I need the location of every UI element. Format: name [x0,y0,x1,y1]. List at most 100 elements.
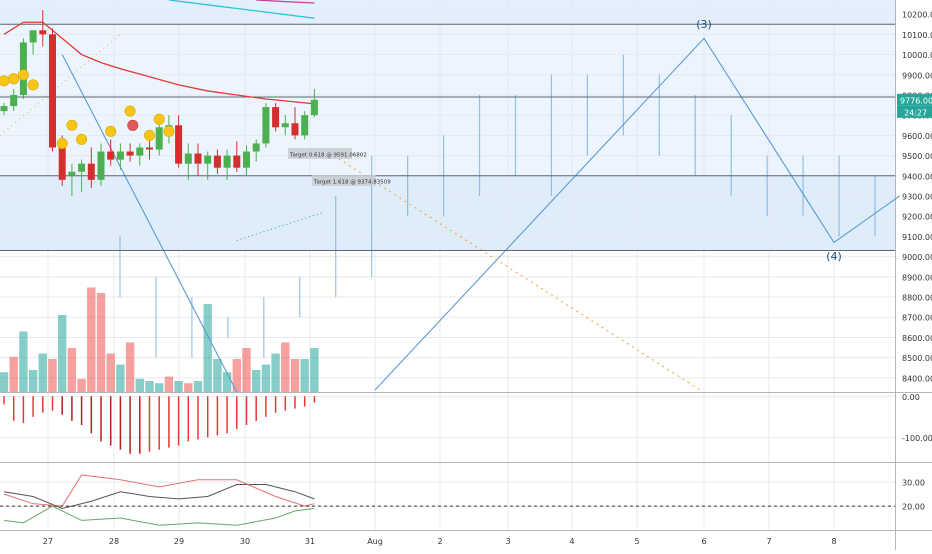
candle-body [184,153,192,164]
projection-dashed-line [333,155,701,391]
volume-bar [145,381,154,392]
volume-bar [67,348,77,392]
target-label-box [288,148,352,159]
candle-body [29,30,37,43]
volume-bar [58,315,67,392]
price-axis-label: 9400.00 [902,172,932,181]
volume-bar [48,359,57,392]
last-price-badge [897,93,932,106]
fractal-marker [76,133,88,145]
volume-bar [9,356,18,392]
volume-bar [203,304,212,392]
volume-bar [106,353,115,392]
elliott-wave-path [374,37,900,391]
dotted-line [236,211,325,241]
minus-di-line [3,505,315,526]
price-axis-label: 9500.00 [902,152,932,161]
price-axis-label: 8400.00 [902,374,932,383]
macd-axis-label: 0.00 [902,393,920,402]
fractal-marker [124,105,136,117]
wave-label-3: (3) [696,18,712,31]
fractal-marker [105,125,117,137]
volume-bar [19,331,28,392]
volume-bar [38,353,47,392]
shaded-zone [0,175,895,251]
volume-bar [87,287,96,392]
time-axis-label: 30 [240,537,250,546]
volume-bar [300,359,309,392]
volume-bar [193,381,203,392]
candle-body [78,163,86,172]
volume-bar [184,383,193,392]
candle-body [97,151,105,180]
fractal-marker [8,73,20,85]
trend-line [61,54,238,393]
price-axis-label: 8500.00 [902,354,932,363]
volume-bar [261,364,271,392]
candle-body [39,30,47,35]
target-label: Target 0.618 @ 9591.06802 [289,153,367,159]
time-axis-label: 5 [634,537,639,546]
time-axis-label: 27 [43,537,53,546]
candle-body [310,99,318,116]
volume-bar [271,353,280,392]
volume-bar [310,348,319,392]
candle-body [68,171,76,176]
countdown-badge [897,105,932,118]
candle-body [243,151,250,168]
target-label-box [312,175,376,186]
price-axis-label: 9200.00 [902,213,932,222]
price-axis-label: 10200.00 [902,11,932,20]
candle-body [252,143,260,152]
price-axis-label: 10000.00 [902,51,932,60]
price-axis-label: 8800.00 [902,294,932,303]
price-axis-label: 8900.00 [902,273,932,282]
dmi-axis-label: 30.00 [902,479,925,488]
moving-average-red [3,21,315,105]
time-axis-label: 28 [109,537,119,546]
candle-body [291,123,299,136]
candle-body [281,123,289,128]
countdown-label: 24:27 [904,108,927,117]
volume-bar [213,359,222,392]
fractal-marker [27,79,39,91]
time-axis-label: 29 [174,537,184,546]
candle-body [262,107,270,144]
volume-bar [174,381,183,392]
candle-body [272,107,280,128]
time-axis-label: 31 [305,537,315,546]
price-axis-label: 8700.00 [902,314,932,323]
wave-label-4: (4) [826,250,842,263]
candle-body [146,147,153,150]
dotted-line [0,33,121,136]
candle-body [301,115,309,136]
candle-body [233,155,241,168]
candle-body [194,153,202,164]
price-axis-label: 8600.00 [902,334,932,343]
volume-bar [96,293,106,392]
last-price-label: 9776.00 [900,96,932,105]
adx-line [3,484,315,509]
candle-body [155,127,163,150]
time-axis-label: 2 [437,537,442,546]
time-axis-label: 4 [569,537,574,546]
candle-body [136,147,144,156]
time-axis-label: 8 [831,537,836,546]
volume-bar [290,359,300,392]
volume-bar [116,364,125,392]
time-axis-label: 6 [701,537,706,546]
candle-body [10,94,18,107]
volume-bar [135,378,144,392]
dmi-axis-label: 20.00 [902,503,925,512]
price-axis-label: 9600.00 [902,132,932,141]
fractal-marker [0,75,10,87]
target-label: Target 1.618 @ 9374.83509 [313,180,391,186]
price-axis-label: 9000.00 [902,253,932,262]
time-axis-label: 3 [505,537,510,546]
shaded-zone [0,0,895,25]
moving-average-magenta [256,0,315,4]
volume-bar [28,370,38,392]
price-axis-label: 9900.00 [902,71,932,80]
